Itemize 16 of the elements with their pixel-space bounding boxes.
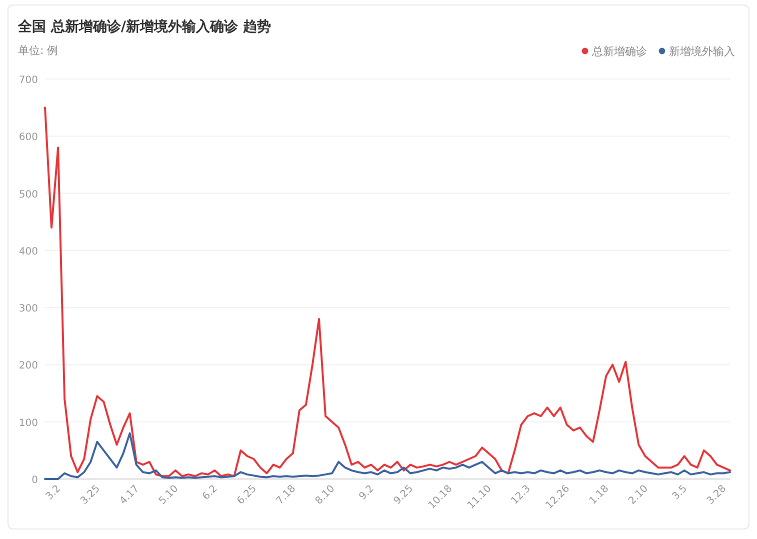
x-tick-label: 6.2	[200, 483, 220, 502]
legend-label: 新增境外输入	[669, 45, 735, 58]
y-tick-label: 300	[18, 304, 38, 315]
y-tick-label: 400	[18, 246, 38, 258]
y-tick-label: 0	[32, 475, 38, 486]
x-tick-label: 3.2	[44, 483, 64, 502]
chart-subtitle: 单位: 例	[18, 44, 58, 57]
x-tick-label: 3.5	[670, 483, 690, 502]
legend-label: 总新增确诊	[591, 45, 647, 58]
y-tick-label: 500	[18, 189, 38, 200]
y-tick-label: 600	[18, 132, 38, 144]
y-tick-label: 100	[18, 418, 38, 429]
x-tick-label: 9.2	[357, 483, 376, 502]
y-tick-label: 200	[18, 360, 38, 372]
y-tick-label: 700	[18, 75, 38, 86]
chart-title: 全国 总新增确诊/新增境外输入确诊 趋势	[17, 18, 271, 35]
